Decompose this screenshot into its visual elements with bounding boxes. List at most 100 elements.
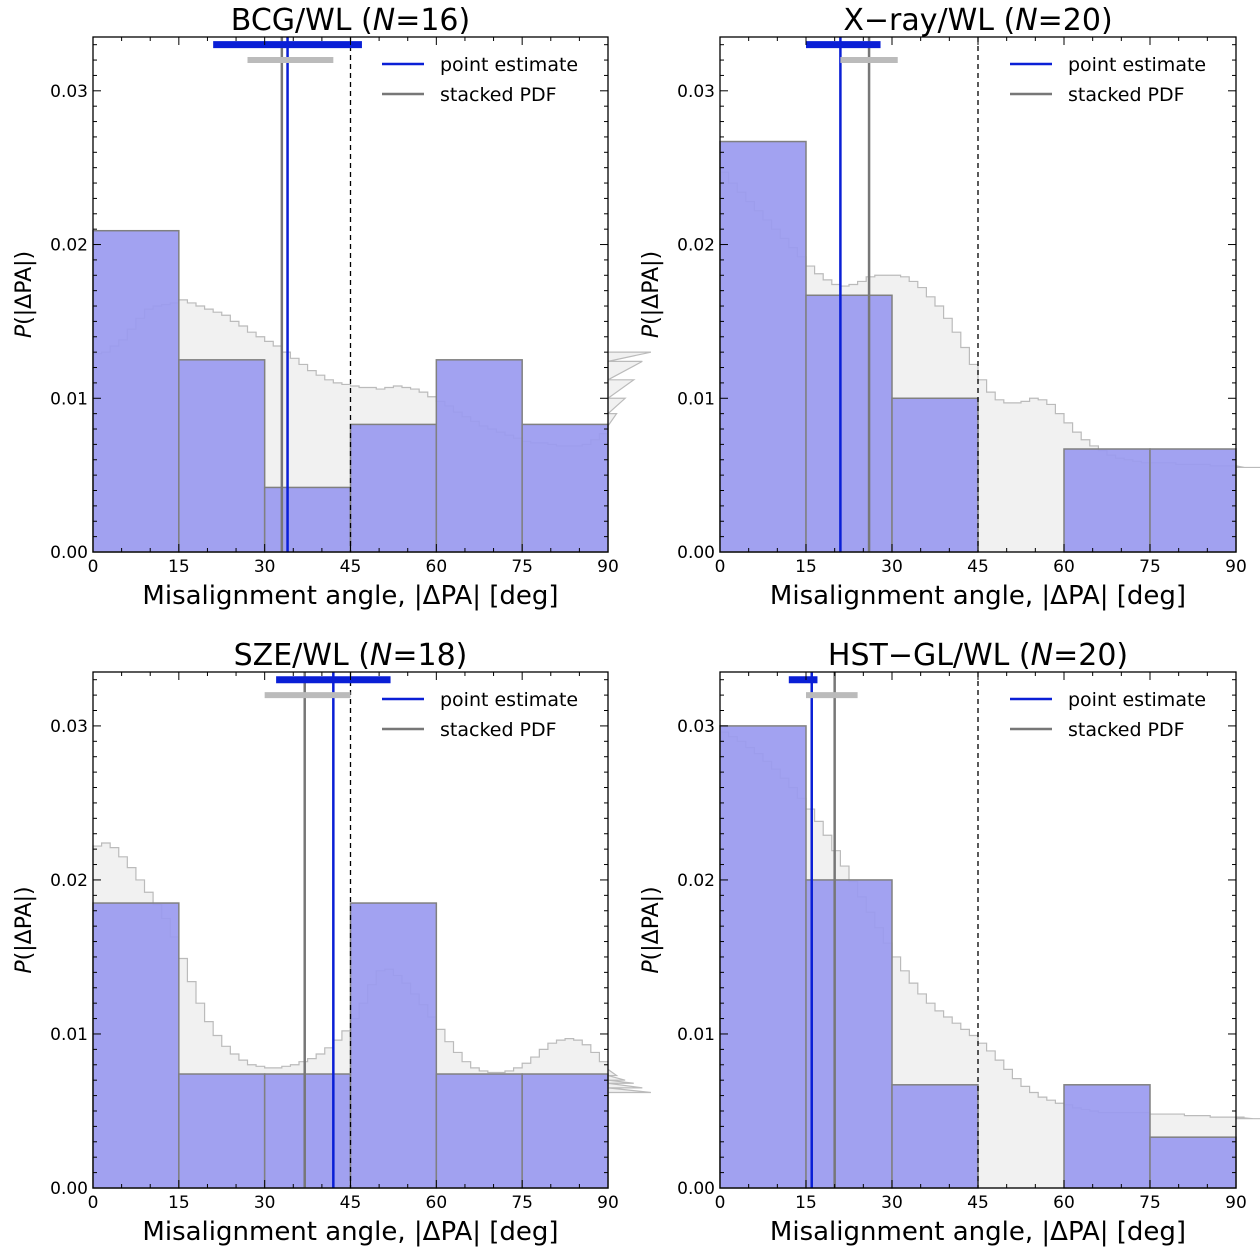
x-tick-label: 30 <box>881 557 903 577</box>
chart-title-var: N <box>1031 638 1053 673</box>
y-axis-label-var: P <box>12 960 37 974</box>
x-tick-label: 0 <box>88 1193 99 1213</box>
histogram-bar <box>178 359 266 553</box>
histogram-bar <box>891 397 979 553</box>
x-tick-label: 0 <box>715 557 726 577</box>
y-tick-label: 0.00 <box>677 543 715 563</box>
histogram-bar <box>263 486 352 553</box>
legend-label-point-estimate: point estimate <box>440 689 578 711</box>
x-tick-label: 45 <box>967 557 989 577</box>
y-tick-label: 0.01 <box>50 1025 88 1045</box>
x-axis-label: Misalignment angle, |ΔPA| [deg] <box>142 1217 558 1247</box>
chart-title-main: BCG/WL ( <box>231 3 373 38</box>
histogram-bar <box>719 725 807 1189</box>
y-tick-label: 0.02 <box>677 236 715 256</box>
chart-title-main: SZE/WL ( <box>234 638 370 673</box>
chart-panel-3: 0 15 30 45 60 75 90 0.00 0.01 0.02 0.03 SZE/WL (N=1… <box>12 638 651 1247</box>
x-tick-label: 30 <box>254 1193 276 1213</box>
y-tick-label: 0.00 <box>50 543 88 563</box>
y-tick-label: 0.01 <box>50 389 88 409</box>
histogram-bar <box>1063 448 1151 553</box>
histogram-bar <box>349 423 438 553</box>
y-tick-label: 0.02 <box>50 236 88 256</box>
y-axis-label-var: P <box>639 960 664 974</box>
chart-title-main: X−ray/WL ( <box>843 3 1015 38</box>
histogram-bar <box>805 294 893 553</box>
y-tick-label: 0.03 <box>50 82 88 102</box>
y-axis-label: P(|ΔPA|) <box>12 886 37 973</box>
legend-label-stacked-pdf: stacked PDF <box>1068 84 1185 106</box>
x-tick-label: 0 <box>715 1193 726 1213</box>
x-tick-label: 15 <box>795 1193 817 1213</box>
y-tick-label: 0.01 <box>677 389 715 409</box>
x-tick-label: 30 <box>881 1193 903 1213</box>
histogram-bar <box>263 1073 352 1189</box>
chart-title: BCG/WL (N=16) <box>231 3 470 38</box>
x-axis-label: Misalignment angle, |ΔPA| [deg] <box>142 581 558 611</box>
legend-label-point-estimate: point estimate <box>1068 54 1206 76</box>
y-axis-label: P(|ΔPA|) <box>639 886 664 973</box>
x-tick-label: 75 <box>511 1193 533 1213</box>
histogram-bar <box>719 140 807 553</box>
y-axis-label-rest: (|ΔPA|) <box>12 251 37 325</box>
histogram-bar <box>178 1073 266 1189</box>
chart-title-rest: =20) <box>1053 638 1128 673</box>
histogram-bar <box>92 902 180 1189</box>
histogram-bar <box>435 359 523 553</box>
chart-panel-1: 0 15 30 45 60 75 90 0.00 0.01 0.02 0.03 BCG/WL (N=1… <box>12 3 652 611</box>
x-tick-label: 60 <box>426 1193 448 1213</box>
legend-label-point-estimate: point estimate <box>440 54 578 76</box>
y-tick-label: 0.00 <box>50 1179 88 1199</box>
x-tick-label: 45 <box>967 1193 989 1213</box>
legend-label-stacked-pdf: stacked PDF <box>1068 719 1185 741</box>
histogram-bar <box>805 879 893 1189</box>
chart-panel-4: 0 15 30 45 60 75 90 0.00 0.01 0.02 0.03 HST−GL/WL (… <box>639 638 1260 1247</box>
chart-title-var: N <box>370 638 392 673</box>
histogram-bar <box>1149 1136 1237 1189</box>
y-tick-label: 0.03 <box>677 82 715 102</box>
y-tick-label: 0.02 <box>677 871 715 891</box>
y-tick-label: 0.01 <box>677 1025 715 1045</box>
x-tick-label: 15 <box>168 1193 190 1213</box>
histogram-bar <box>1149 448 1237 553</box>
chart-panel-2: 0 15 30 45 60 75 90 0.00 0.01 0.02 0.03 X−ray/WL (N… <box>639 3 1260 611</box>
chart-title: SZE/WL (N=18) <box>234 638 468 673</box>
chart-title: X−ray/WL (N=20) <box>843 3 1112 38</box>
x-tick-label: 60 <box>1053 1193 1075 1213</box>
histogram-bar <box>891 1084 979 1189</box>
y-axis-label-var: P <box>12 324 37 338</box>
x-tick-label: 90 <box>1225 557 1247 577</box>
y-axis-label-rest: (|ΔPA|) <box>639 251 664 325</box>
legend-label-stacked-pdf: stacked PDF <box>440 84 557 106</box>
chart-title: HST−GL/WL (N=20) <box>828 638 1128 673</box>
x-tick-label: 0 <box>88 557 99 577</box>
chart-title-rest: =16) <box>395 3 470 38</box>
y-tick-label: 0.03 <box>677 717 715 737</box>
histogram-bar <box>435 1073 523 1189</box>
x-axis-label: Misalignment angle, |ΔPA| [deg] <box>770 581 1186 611</box>
histogram-bar <box>1063 1084 1151 1189</box>
y-axis-label-rest: (|ΔPA|) <box>12 886 37 960</box>
chart-title-rest: =18) <box>392 638 467 673</box>
chart-title-var: N <box>1015 3 1037 38</box>
chart-title-var: N <box>373 3 395 38</box>
x-tick-label: 90 <box>597 557 619 577</box>
histogram-bar <box>92 229 180 553</box>
x-tick-label: 45 <box>340 1193 362 1213</box>
x-tick-label: 60 <box>426 557 448 577</box>
legend-label-stacked-pdf: stacked PDF <box>440 719 557 741</box>
y-axis-label-rest: (|ΔPA|) <box>639 886 664 960</box>
x-tick-label: 30 <box>254 557 276 577</box>
y-tick-label: 0.02 <box>50 871 88 891</box>
x-tick-label: 90 <box>597 1193 619 1213</box>
x-tick-label: 15 <box>168 557 190 577</box>
legend-label-point-estimate: point estimate <box>1068 689 1206 711</box>
x-tick-label: 75 <box>511 557 533 577</box>
histogram-bar <box>521 423 609 553</box>
y-tick-label: 0.00 <box>677 1179 715 1199</box>
x-tick-label: 75 <box>1139 557 1161 577</box>
x-tick-label: 75 <box>1139 1193 1161 1213</box>
histogram-bar <box>521 1073 609 1189</box>
chart-title-rest: =20) <box>1038 3 1113 38</box>
